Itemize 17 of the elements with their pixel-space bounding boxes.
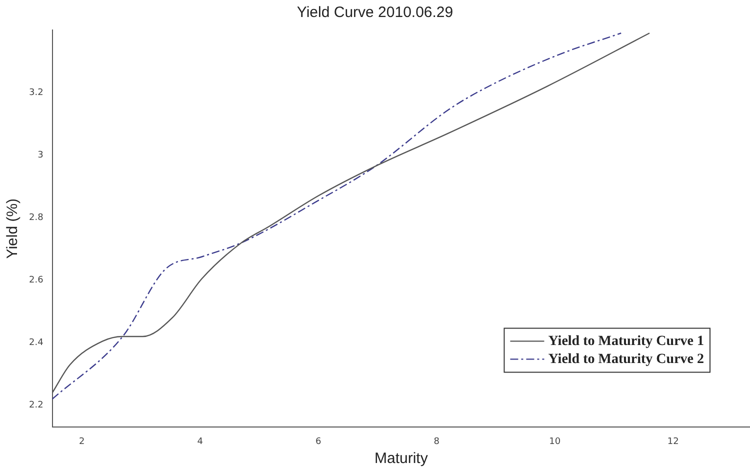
- legend-label: Yield to Maturity Curve 2: [548, 352, 704, 367]
- y-tick-label: 2.8: [28, 212, 44, 223]
- chart-title: Yield Curve 2010.06.29: [296, 4, 454, 22]
- x-tick-label: 2: [79, 436, 85, 447]
- x-tick-label: 6: [316, 436, 322, 447]
- y-tick-label: 2.6: [28, 276, 44, 286]
- y-tick-label: 3: [38, 150, 44, 160]
- y-tick-label: 2.2: [28, 400, 44, 411]
- x-tick-label: 8: [434, 436, 440, 447]
- legend-label: Yield to Maturity Curve 1: [548, 334, 704, 349]
- y-axis-title: Yield (%): [4, 198, 22, 259]
- x-tick-label: 4: [197, 436, 204, 447]
- y-tick-label: 2.4: [28, 338, 44, 348]
- x-tick-label: 12: [667, 436, 679, 447]
- y-tick-label: 3.2: [28, 88, 44, 98]
- x-tick-label: 10: [549, 436, 561, 447]
- x-axis-title: Maturity: [374, 450, 428, 468]
